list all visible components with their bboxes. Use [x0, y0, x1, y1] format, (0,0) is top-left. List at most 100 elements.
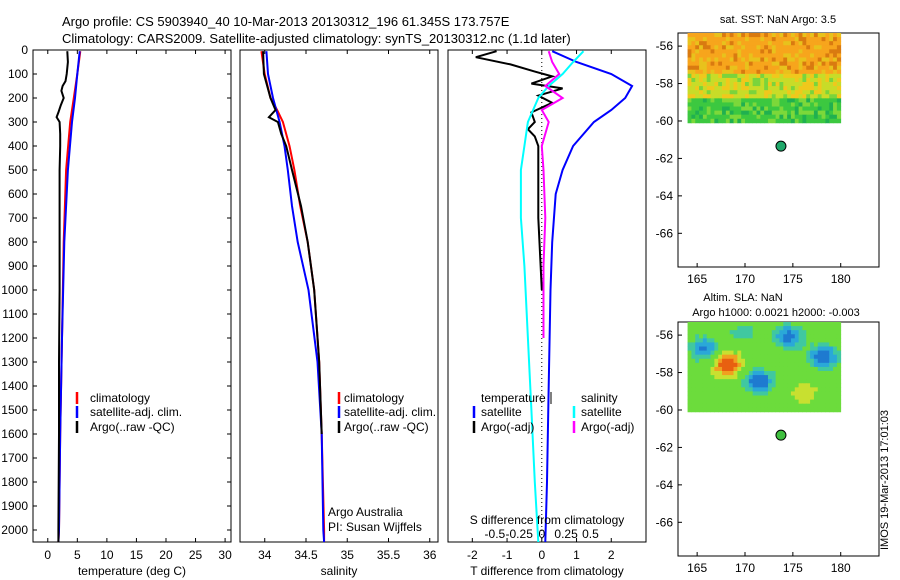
sla-cell: [821, 383, 826, 388]
sla-cell: [756, 387, 761, 392]
sst-cell: [760, 37, 765, 42]
sla-cell: [718, 326, 723, 331]
sst-cell: [706, 33, 711, 38]
sla-cell: [756, 391, 761, 396]
sla-cell: [756, 322, 761, 327]
sla-cell: [813, 383, 819, 388]
sla-cell: [714, 358, 719, 364]
sst-cell: [702, 45, 708, 50]
sst-cell: [725, 53, 731, 58]
sla-cell: [756, 346, 761, 351]
sla-cell: [687, 403, 692, 409]
sst-cell: [722, 110, 727, 116]
sla-cell: [695, 322, 700, 327]
sst-cell: [745, 106, 750, 112]
sst-cell: [813, 57, 819, 62]
sst-cell: [714, 94, 719, 99]
sla-cell: [752, 379, 757, 384]
sla-cell: [825, 326, 830, 331]
sla-cell: [706, 366, 711, 372]
sst-cell: [725, 98, 731, 103]
sst-cell: [722, 49, 727, 54]
sst-cell: [802, 94, 807, 99]
sla-cell: [790, 354, 796, 360]
sla-cell: [745, 371, 750, 376]
sst-cell: [775, 102, 780, 107]
sst-cell: [748, 98, 754, 103]
sst-cell: [748, 41, 754, 46]
sla-cell: [794, 407, 799, 413]
sst-cell: [691, 94, 696, 99]
sst-map-ytick-label: -66: [656, 226, 674, 240]
sla-cell: [836, 379, 842, 384]
sst-cell: [836, 114, 842, 120]
sst-cell: [691, 114, 696, 120]
legend-label-climatology: climatology: [344, 391, 404, 405]
temperature-ytick-label: 900: [8, 259, 28, 273]
sla-cell: [764, 387, 769, 392]
sla-cell: [691, 387, 696, 392]
sla-cell: [733, 362, 738, 368]
sla-cell: [737, 375, 742, 380]
sst-cell: [813, 110, 819, 116]
sla-cell: [733, 399, 738, 405]
sla-cell: [691, 379, 696, 384]
sla-cell: [783, 346, 788, 351]
sst-cell: [817, 77, 822, 83]
sla-cell: [706, 354, 711, 360]
sst-cell: [779, 118, 784, 124]
sla-cell: [733, 403, 738, 409]
sla-cell: [745, 399, 750, 405]
sla-cell: [771, 403, 777, 409]
sla-cell: [733, 354, 738, 360]
sla-cell: [787, 326, 792, 331]
sst-cell: [802, 49, 807, 54]
sst-cell: [733, 37, 738, 42]
sst-cell: [718, 69, 723, 75]
sst-cell: [821, 118, 826, 124]
sst-cell: [722, 37, 727, 42]
sst-cell: [779, 57, 784, 62]
sla-cell: [748, 326, 754, 331]
sst-cell: [752, 53, 757, 58]
sla-cell: [733, 350, 738, 356]
sst-cell: [714, 69, 719, 75]
sst-cell: [687, 118, 692, 124]
sla-cell: [722, 403, 727, 409]
sst-cell: [821, 73, 826, 79]
sla-cell: [718, 366, 723, 372]
sst-cell: [836, 69, 842, 75]
sla-cell: [790, 346, 796, 351]
sst-cell: [733, 53, 738, 58]
sla-cell: [722, 395, 727, 401]
sla-cell: [775, 407, 780, 413]
sst-cell: [733, 49, 738, 54]
sla-cell: [836, 383, 842, 388]
sst-cell: [779, 94, 784, 99]
sst-cell: [836, 33, 842, 38]
sla-cell: [714, 403, 719, 409]
sla-cell: [764, 354, 769, 360]
sla-cell: [833, 371, 838, 376]
salinity-legend: climatology satellite-adj. clim. Argo(..…: [337, 391, 436, 434]
sst-cell: [706, 106, 711, 112]
sla-cell: [836, 326, 842, 331]
sst-map-ytick-label: -64: [656, 189, 674, 203]
sla-cell: [825, 366, 830, 372]
sst-cell: [798, 98, 803, 103]
sst-cell: [756, 102, 761, 107]
sst-cell: [687, 65, 692, 71]
sla-cell: [833, 403, 838, 409]
sla-cell: [756, 354, 761, 360]
sla-cell: [767, 334, 773, 339]
sla-cell: [833, 350, 838, 356]
sla-cell: [760, 342, 765, 347]
sla-cell: [706, 407, 711, 413]
sla-cell: [767, 322, 773, 327]
sst-cell: [748, 49, 754, 54]
sla-cell: [817, 379, 822, 384]
sst-cell: [718, 49, 723, 54]
sst-cell: [733, 57, 738, 62]
sla-cell: [756, 399, 761, 405]
sla-cell: [829, 366, 834, 372]
